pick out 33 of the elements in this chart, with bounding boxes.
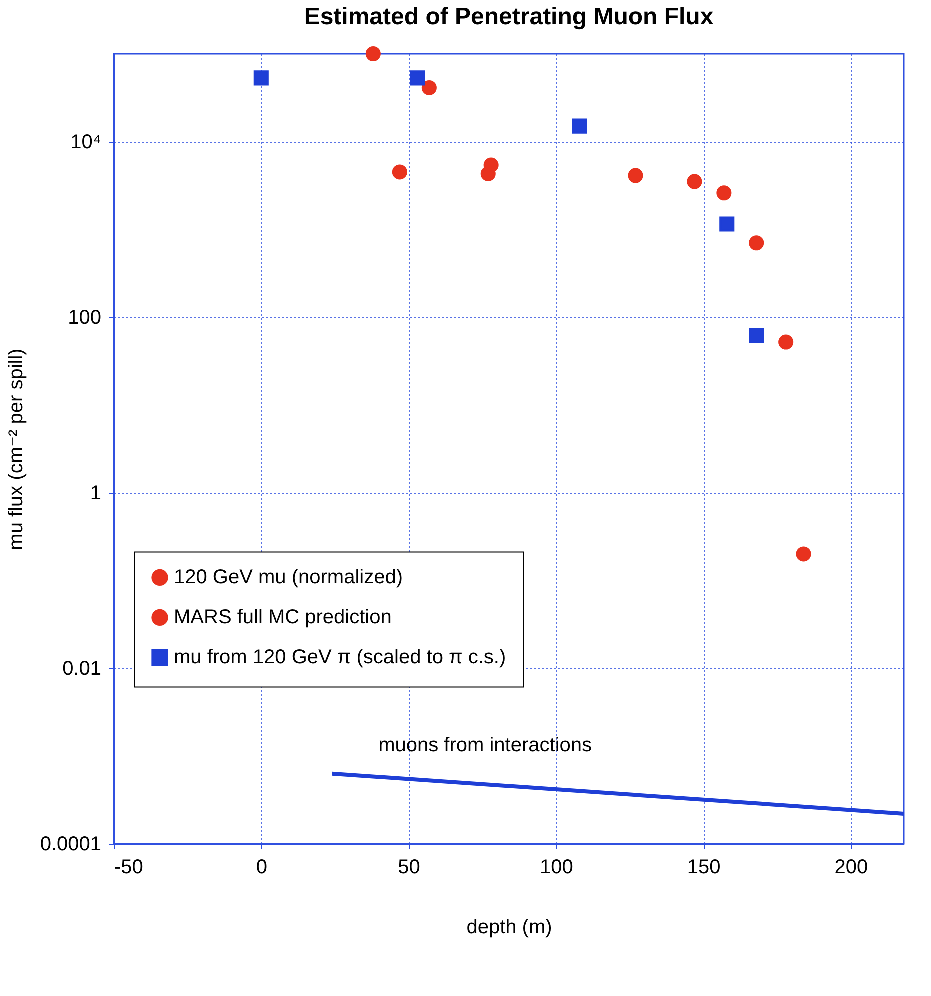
point bbox=[778, 334, 794, 350]
point bbox=[687, 174, 702, 190]
point bbox=[422, 80, 437, 96]
point bbox=[254, 70, 269, 86]
point bbox=[749, 328, 764, 344]
y-tick-label: 0.01 bbox=[62, 658, 102, 680]
x-tick-label: 50 bbox=[398, 856, 420, 878]
x-tick-label: 200 bbox=[834, 856, 868, 878]
annotation: muons from interactions bbox=[378, 734, 592, 756]
y-tick-label: 0.0001 bbox=[40, 834, 102, 856]
point bbox=[716, 186, 732, 201]
point bbox=[366, 46, 381, 62]
point bbox=[572, 118, 588, 134]
y-tick-label: 10⁴ bbox=[70, 131, 102, 154]
point bbox=[628, 168, 644, 184]
y-tick-label: 1 bbox=[90, 482, 102, 504]
legend-label: mu from 120 GeV π (scaled to π c.s.) bbox=[174, 646, 506, 669]
point bbox=[720, 216, 735, 232]
x-tick-label: 0 bbox=[256, 856, 268, 878]
legend-label: MARS full MC prediction bbox=[174, 606, 392, 629]
legend-label: 120 GeV mu (normalized) bbox=[174, 566, 403, 589]
chart-title: Estimated of Penetrating Muon Flux bbox=[304, 3, 714, 30]
point bbox=[749, 236, 764, 251]
point bbox=[796, 546, 812, 562]
point bbox=[392, 164, 408, 180]
x-axis-title: depth (m) bbox=[466, 916, 552, 938]
point bbox=[410, 70, 426, 86]
y-axis-title: mu flux (cm⁻² per spill) bbox=[5, 348, 28, 550]
x-tick-label: 100 bbox=[540, 856, 574, 878]
x-tick-label: -50 bbox=[114, 856, 144, 878]
y-tick-label: 100 bbox=[68, 306, 102, 329]
point bbox=[484, 158, 499, 173]
x-tick-label: 150 bbox=[687, 856, 721, 878]
